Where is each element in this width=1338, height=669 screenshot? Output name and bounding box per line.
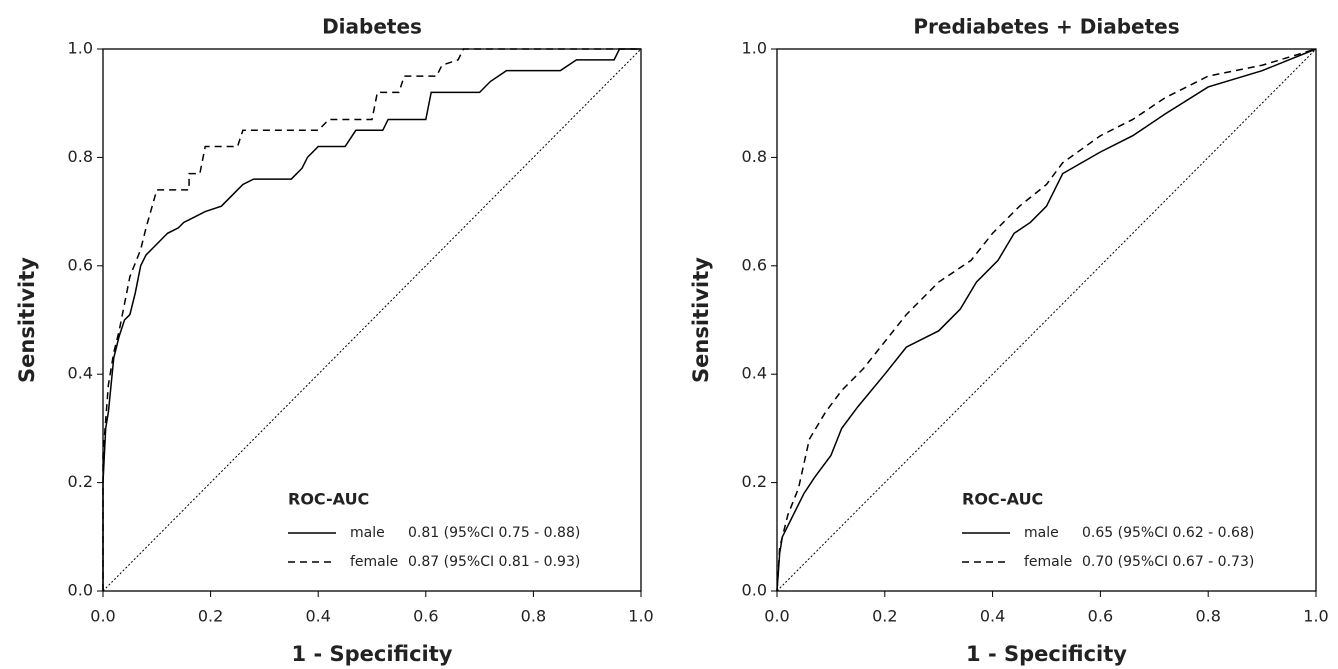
x-axis-label: 1 - Specificity [966,642,1127,666]
y-tick-label: 0.2 [742,472,767,491]
x-tick-label: 0.6 [1088,607,1113,626]
roc-line [102,48,641,591]
y-tick-label: 0.8 [742,147,767,166]
legend-auc: 0.81 (95%CI 0.75 - 0.88) [408,525,580,541]
x-tick-label: 0.0 [90,607,115,626]
x-tick-label: 1.0 [628,607,653,626]
y-tick-label: 0.6 [742,255,767,274]
chart-title: Diabetes [322,15,422,39]
x-axis-label: 1 - Specificity [292,642,453,666]
plot-frame [776,48,1317,592]
x-tick-label: 0.4 [980,607,1005,626]
x-tick-label: 1.0 [1303,607,1328,626]
roc-line [102,48,641,591]
legend-name: male [350,525,385,541]
y-axis-label: Sensitivity [15,257,39,383]
legend-name: female [1024,554,1072,570]
legend-name: female [350,554,398,570]
y-tick-label: 0.6 [68,255,93,274]
reference-diagonal [776,48,1317,592]
y-axis-label: Sensitivity [689,257,713,383]
x-tick-label: 0.8 [1195,607,1220,626]
x-tick-label: 0.0 [764,607,789,626]
legend-auc: 0.65 (95%CI 0.62 - 0.68) [1082,525,1254,541]
legend-auc: 0.70 (95%CI 0.67 - 0.73) [1082,554,1254,570]
y-tick-label: 0.4 [742,364,767,383]
x-tick-label: 0.4 [305,607,330,626]
plot-frame [102,48,642,592]
x-tick-label: 0.6 [413,607,438,626]
y-tick-label: 0.0 [68,581,93,600]
chart-title: Prediabetes + Diabetes [913,15,1179,39]
y-tick-label: 0.0 [742,581,767,600]
legend-title: ROC-AUC [962,490,1043,509]
y-tick-label: 1.0 [742,39,767,58]
legend-title: ROC-AUC [288,490,369,509]
y-tick-label: 0.2 [68,472,93,491]
roc-line [776,48,1317,592]
legend-name: male [1024,525,1059,541]
legend-auc: 0.87 (95%CI 0.81 - 0.93) [408,554,580,570]
y-tick-label: 1.0 [68,39,93,58]
x-tick-label: 0.2 [198,607,223,626]
y-tick-label: 0.4 [68,364,93,383]
reference-diagonal [102,48,642,592]
x-tick-label: 0.8 [521,607,546,626]
y-tick-label: 0.8 [68,147,93,166]
x-tick-label: 0.2 [872,607,897,626]
